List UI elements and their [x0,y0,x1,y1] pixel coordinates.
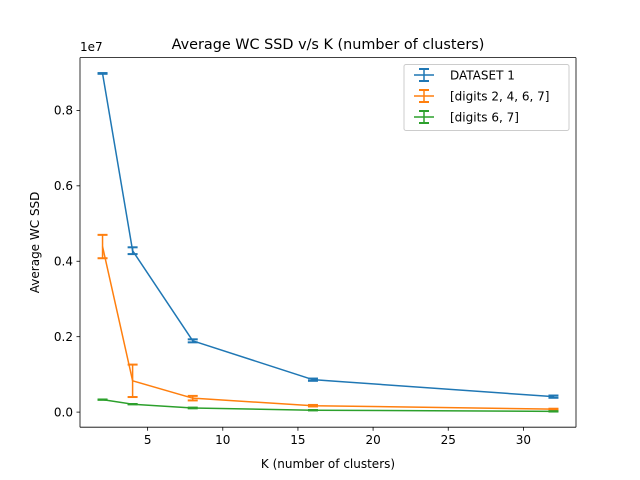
y-tick-label: 0.0 [54,405,73,419]
series-layer [97,72,559,413]
x-tick-label: 10 [215,433,230,447]
error-bar [97,72,108,75]
legend-label: [digits 6, 7] [450,111,519,125]
y-axis-label: Average WC SSD [28,192,42,294]
x-tick-label: 30 [516,433,531,447]
y-axis-ticks: 0.0 0.2 0.4 0.6 0.8 [54,104,80,419]
series-group [97,72,559,399]
error-bar [307,403,318,408]
legend: DATASET 1 [digits 2, 4, 6, 7] [digits 6, 7… [403,64,570,131]
legend-label: DATASET 1 [450,69,515,83]
series-group [97,233,559,411]
y-tick-label: 0.2 [54,330,73,344]
error-bar [548,394,559,399]
legend-marker [414,110,434,124]
error-bar [187,338,198,344]
series-group [97,398,559,413]
error-bar [187,406,198,410]
y-axis-offset-text: 1e7 [80,40,103,54]
x-tick-label: 15 [290,433,305,447]
y-tick-label: 0.4 [54,255,73,269]
x-tick-label: 20 [365,433,380,447]
legend-marker [414,68,434,82]
axes-frame [79,57,577,428]
legend-frame [403,64,570,131]
x-tick-label: 25 [441,433,456,447]
error-bar [127,246,138,256]
x-axis-label: K (number of clusters) [261,457,395,471]
y-tick-label: 0.8 [54,104,73,118]
error-bar [97,233,108,260]
legend-marker [414,89,434,103]
error-bar [307,377,318,382]
error-bar [548,407,559,411]
error-bar [187,394,198,402]
chart-title: Average WC SSD v/s K (number of clusters… [172,37,485,53]
y-tick-label: 0.6 [54,179,73,193]
x-axis-ticks: 5 10 15 20 25 30 [144,427,531,447]
x-tick-label: 5 [144,433,152,447]
legend-label: [digits 2, 4, 6, 7] [450,90,549,104]
error-bar [127,363,138,399]
